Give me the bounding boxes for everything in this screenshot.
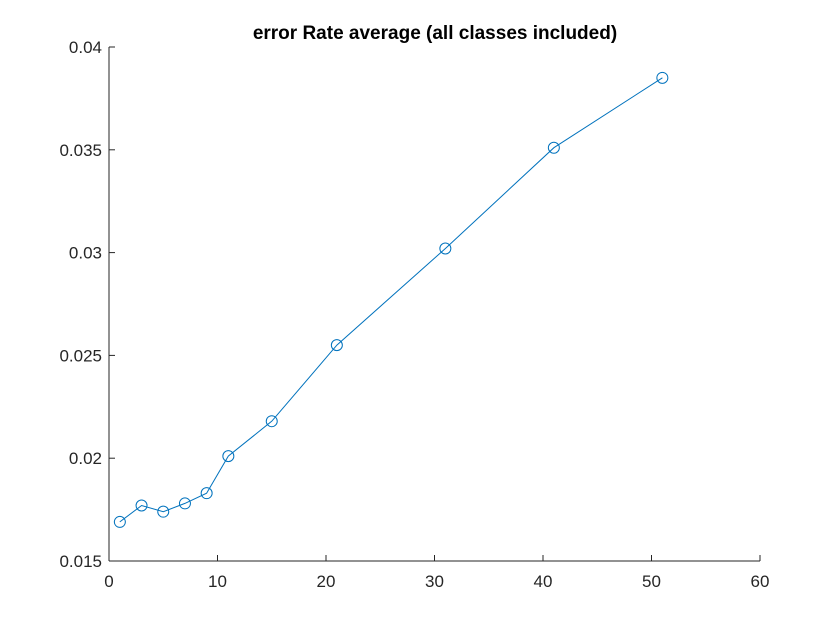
x-tick-label: 40 — [534, 572, 553, 591]
data-point-marker — [547, 141, 560, 154]
series-line — [119, 77, 663, 523]
y-tick-label: 0.035 — [59, 141, 102, 160]
y-tick-label: 0.03 — [69, 244, 102, 263]
x-tick-label: 10 — [208, 572, 227, 591]
data-point-marker — [200, 487, 213, 500]
y-tick-label: 0.015 — [59, 552, 102, 571]
y-tick-label: 0.04 — [69, 38, 102, 57]
x-tick-label: 50 — [642, 572, 661, 591]
y-tick-label: 0.025 — [59, 346, 102, 365]
x-tick-label: 30 — [425, 572, 444, 591]
data-point-marker — [157, 505, 170, 518]
data-point-marker — [439, 242, 452, 255]
data-point-marker — [330, 339, 343, 352]
x-tick-label: 0 — [104, 572, 113, 591]
x-axis-ticks: 0 10 20 30 40 50 60 — [104, 555, 769, 591]
data-point-marker — [113, 515, 126, 528]
y-axis-ticks: 0.015 0.02 0.025 0.03 0.035 0.04 — [59, 38, 115, 571]
series — [113, 71, 669, 528]
x-tick-label: 20 — [317, 572, 336, 591]
data-point-marker — [265, 415, 278, 428]
chart-title: error Rate average (all classes included… — [253, 23, 617, 44]
y-tick-label: 0.02 — [69, 449, 102, 468]
data-point-marker — [656, 71, 669, 84]
x-tick-label: 60 — [751, 572, 770, 591]
axes — [108, 47, 760, 562]
data-point-marker — [178, 497, 191, 510]
data-point-marker — [222, 450, 235, 463]
data-point-marker — [135, 499, 148, 512]
